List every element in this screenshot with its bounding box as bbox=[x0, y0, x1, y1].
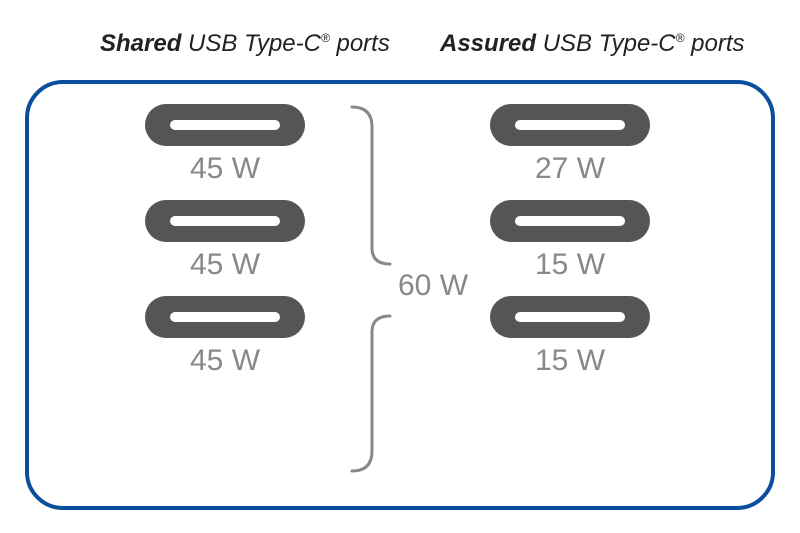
usb-c-slot-icon bbox=[515, 216, 625, 226]
port-block: 45 W bbox=[145, 296, 305, 378]
port-watt-label: 15 W bbox=[535, 248, 605, 282]
usb-c-slot-icon bbox=[170, 120, 280, 130]
usb-c-port-icon bbox=[490, 296, 650, 338]
header-shared-sup: ® bbox=[321, 31, 330, 45]
header-assured: Assured USB Type-C® ports bbox=[440, 30, 745, 58]
port-watt-label: 15 W bbox=[535, 344, 605, 378]
usb-c-port-icon bbox=[145, 296, 305, 338]
usb-c-port-icon bbox=[490, 200, 650, 242]
port-block: 15 W bbox=[490, 200, 650, 282]
diagram-canvas: Shared USB Type-C® ports Assured USB Typ… bbox=[0, 0, 800, 533]
bracket-watt-label: 60 W bbox=[398, 269, 468, 303]
usb-c-slot-icon bbox=[170, 312, 280, 322]
header-assured-mid: USB Type-C bbox=[536, 30, 676, 57]
usb-c-slot-icon bbox=[170, 216, 280, 226]
header-assured-bold: Assured bbox=[440, 30, 536, 57]
shared-ports-column: 45 W 45 W 45 W bbox=[145, 104, 305, 378]
header-shared-mid: USB Type-C bbox=[181, 30, 321, 57]
port-watt-label: 45 W bbox=[190, 344, 260, 378]
port-block: 45 W bbox=[145, 200, 305, 282]
port-watt-label: 45 W bbox=[190, 248, 260, 282]
usb-c-port-icon bbox=[145, 104, 305, 146]
port-block: 45 W bbox=[145, 104, 305, 186]
usb-c-slot-icon bbox=[515, 120, 625, 130]
port-watt-label: 45 W bbox=[190, 152, 260, 186]
usb-c-port-icon bbox=[490, 104, 650, 146]
port-block: 27 W bbox=[490, 104, 650, 186]
header-shared-bold: Shared bbox=[100, 30, 181, 57]
assured-ports-column: 27 W 15 W 15 W bbox=[490, 104, 650, 378]
header-shared-tail: ports bbox=[330, 30, 390, 57]
port-block: 15 W bbox=[490, 296, 650, 378]
port-watt-label: 27 W bbox=[535, 152, 605, 186]
header-assured-tail: ports bbox=[684, 30, 744, 57]
usb-c-slot-icon bbox=[515, 312, 625, 322]
header-shared: Shared USB Type-C® ports bbox=[100, 30, 390, 58]
bracket-group: 60 W bbox=[350, 104, 410, 474]
usb-c-port-icon bbox=[145, 200, 305, 242]
